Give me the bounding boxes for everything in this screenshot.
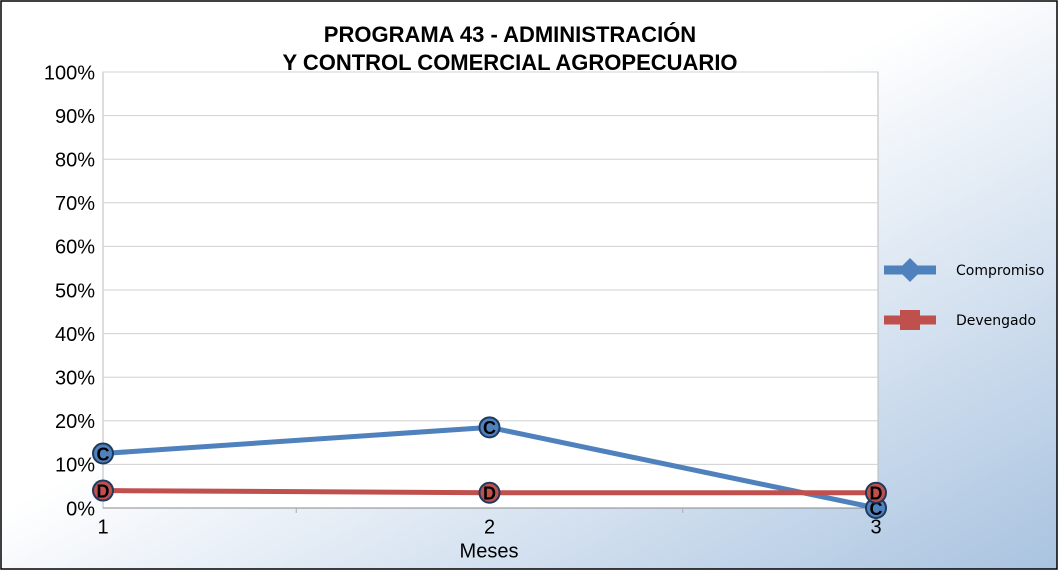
x-tick-label: 3 (870, 516, 881, 538)
chart-title: PROGRAMA 43 - ADMINISTRACIÓN (324, 22, 696, 47)
point-label: C (97, 444, 110, 464)
x-tick-label: 1 (97, 516, 108, 538)
point-label: D (97, 481, 110, 501)
data-point (478, 416, 501, 439)
chart-title: Y CONTROL COMERCIAL AGROPECUARIO (282, 50, 737, 75)
y-tick-label: 40% (55, 324, 95, 346)
x-tick-label: 2 (484, 516, 495, 538)
x-axis-label: Meses (460, 540, 519, 562)
point-label: D (870, 483, 883, 503)
data-point (478, 481, 501, 504)
y-tick-label: 30% (55, 367, 95, 389)
data-point (865, 481, 887, 504)
data-point (92, 479, 114, 502)
y-tick-label: 50% (55, 280, 95, 302)
y-tick-label: 0% (66, 498, 95, 520)
legend-marker (898, 258, 922, 282)
y-tick-label: 80% (55, 149, 95, 171)
y-tick-label: 70% (55, 193, 95, 215)
y-tick-label: 60% (55, 237, 95, 259)
y-tick-label: 100% (44, 62, 95, 84)
point-label: C (483, 418, 496, 438)
y-tick-label: 10% (55, 455, 95, 477)
data-point (92, 442, 114, 465)
point-label: D (483, 483, 496, 503)
y-tick-label: 90% (55, 106, 95, 128)
legend-label: Compromiso (956, 263, 1044, 279)
legend-marker (900, 310, 920, 330)
legend-label: Devengado (956, 313, 1036, 329)
point-label: C (870, 499, 883, 519)
y-tick-label: 20% (55, 411, 95, 433)
